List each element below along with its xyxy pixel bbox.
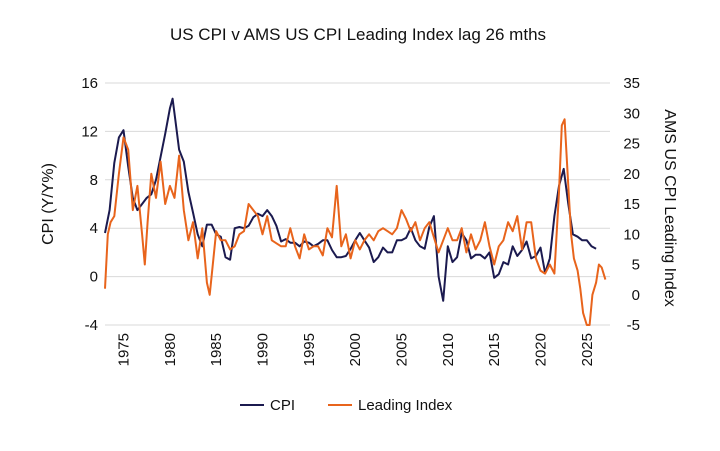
y-tick-label: 16 [81, 75, 98, 92]
y2-tick-label: 15 [623, 196, 640, 213]
legend-label-cpi: CPI [270, 397, 295, 414]
series-line-cpi [104, 97, 597, 302]
y2-tick-label: 20 [623, 166, 640, 183]
y2-tick-label: 0 [632, 287, 640, 304]
y-axis-ticks: -4 0 4 8 12 16 [81, 75, 98, 334]
y2-tick-label: 10 [623, 226, 640, 243]
y-tick-label: 0 [90, 269, 98, 286]
y2-tick-label: 30 [623, 105, 640, 122]
x-tick-label: 1980 [162, 333, 179, 366]
x-tick-label: 1975 [116, 333, 133, 366]
y-tick-label: 8 [90, 172, 98, 189]
x-tick-label: 2020 [533, 333, 550, 366]
chart-title: US CPI v AMS US CPI Leading Index lag 26… [170, 25, 546, 44]
x-tick-label: 1990 [255, 333, 272, 366]
x-tick-label: 1995 [301, 333, 318, 366]
y-tick-label: 12 [81, 123, 98, 140]
y-tick-label: -4 [85, 317, 98, 334]
gridlines [105, 82, 610, 326]
x-tick-label: 1985 [208, 333, 225, 366]
y2-tick-label: 35 [623, 75, 640, 92]
y-axis-label: CPI (Y/Y%) [40, 163, 57, 245]
legend-label-leading-index: Leading Index [358, 397, 453, 414]
x-axis-ticks: 1975 1980 1985 1990 1995 2000 2005 2010 2015 2020… [116, 333, 596, 366]
y2-tick-label: 25 [623, 136, 640, 153]
x-tick-label: 2000 [347, 333, 364, 366]
x-tick-label: 2010 [440, 333, 457, 366]
x-tick-label: 2025 [579, 333, 596, 366]
legend: CPI Leading Index [240, 397, 453, 414]
y-tick-label: 4 [90, 220, 98, 237]
y2-axis-label: AMS US CPI Leading Index [661, 109, 678, 306]
x-tick-label: 2015 [486, 333, 503, 366]
y2-tick-label: -5 [627, 317, 640, 334]
series-lines [104, 97, 607, 326]
y2-tick-label: 5 [632, 257, 640, 274]
y2-axis-ticks: -5 0 5 10 15 20 25 30 35 [623, 75, 640, 334]
x-tick-label: 2005 [394, 333, 411, 366]
series-line-leading-index [104, 118, 607, 326]
